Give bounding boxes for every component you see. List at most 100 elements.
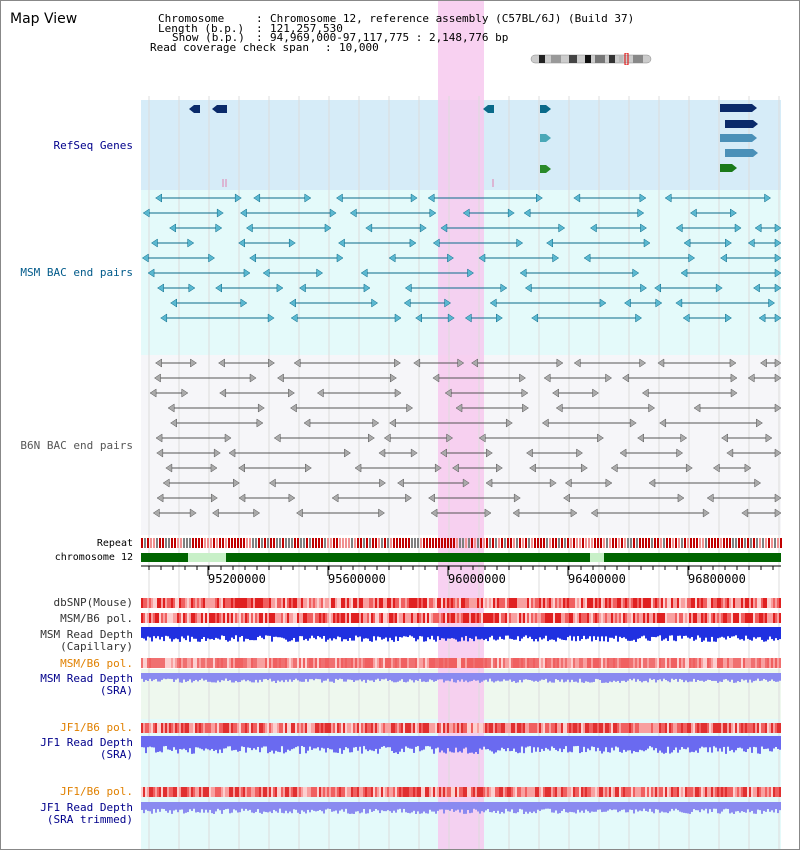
bac-end-right bbox=[224, 433, 232, 443]
polymorphism-cell bbox=[551, 598, 553, 608]
polymorphism-cell bbox=[415, 598, 417, 608]
read-depth-bar bbox=[593, 802, 595, 812]
read-depth-bar bbox=[165, 673, 167, 680]
read-depth-bar bbox=[333, 673, 335, 683]
read-depth-bar bbox=[215, 802, 217, 812]
read-depth-bar bbox=[321, 802, 323, 812]
read-depth-bar bbox=[417, 627, 419, 640]
bac-end-left bbox=[462, 208, 470, 218]
read-depth-bar bbox=[205, 736, 207, 749]
polymorphism-cell bbox=[589, 598, 591, 608]
read-depth-bar bbox=[621, 627, 623, 639]
polymorphism-cell bbox=[429, 787, 431, 797]
polymorphism-cell bbox=[337, 658, 339, 668]
track-label-jf1-depth[interactable]: JF1 Read Depth bbox=[40, 736, 133, 749]
read-depth-bar bbox=[529, 673, 531, 681]
bac-end-right bbox=[405, 493, 412, 503]
read-depth-bar bbox=[679, 736, 681, 750]
polymorphism-cell bbox=[285, 598, 287, 608]
bac-end-left bbox=[529, 463, 536, 473]
polymorphism-cell bbox=[241, 787, 243, 797]
track-label-msm-depth-capillary[interactable]: MSM Read Depth bbox=[40, 628, 133, 641]
polymorphism-cell bbox=[599, 613, 601, 623]
track-label-b6n-bac[interactable]: B6N BAC end pairs bbox=[20, 439, 133, 452]
track-label-msm-depth-sra[interactable]: MSM Read Depth bbox=[40, 672, 133, 685]
polymorphism-cell bbox=[451, 598, 453, 608]
bac-end-right bbox=[181, 388, 189, 398]
polymorphism-cell bbox=[459, 613, 461, 623]
gene-arrowhead bbox=[546, 165, 551, 173]
read-depth-bar bbox=[613, 627, 615, 639]
read-depth-bar bbox=[511, 673, 513, 682]
read-depth-bar bbox=[639, 627, 641, 639]
read-depth-bar bbox=[199, 673, 201, 680]
read-depth-bar bbox=[149, 627, 151, 638]
read-depth-bar bbox=[317, 673, 319, 680]
read-depth-bar bbox=[365, 627, 367, 639]
track-label-dbsnp[interactable]: dbSNP(Mouse) bbox=[53, 596, 133, 609]
read-depth-bar bbox=[487, 673, 489, 682]
polymorphism-cell bbox=[467, 658, 469, 668]
polymorphism-cell bbox=[661, 613, 663, 623]
polymorphism-cell bbox=[297, 723, 299, 733]
read-depth-bar bbox=[381, 736, 383, 747]
repeat-block bbox=[633, 538, 635, 548]
read-depth-bar bbox=[575, 736, 577, 747]
read-depth-bar bbox=[767, 802, 769, 810]
read-depth-bar bbox=[285, 802, 287, 811]
read-depth-bar bbox=[229, 736, 231, 747]
polymorphism-cell bbox=[749, 787, 751, 797]
polymorphism-cell bbox=[697, 613, 699, 623]
track-label-msm-b6-pol[interactable]: MSM/B6 pol. bbox=[60, 612, 133, 625]
polymorphism-cell bbox=[219, 787, 221, 797]
track-label-jf1-b6-pol-2[interactable]: JF1/B6 pol. bbox=[60, 785, 133, 798]
polymorphism-cell bbox=[639, 658, 641, 668]
repeat-block bbox=[720, 538, 722, 548]
polymorphism-cell bbox=[149, 598, 151, 608]
track-label-msm-b6-pol-sra[interactable]: MSM/B6 pol. bbox=[60, 657, 133, 670]
track-label-chromosome[interactable]: chromosome 12 bbox=[54, 552, 133, 563]
polymorphism-cell bbox=[349, 613, 351, 623]
polymorphism-cell bbox=[331, 598, 333, 608]
polymorphism-cell bbox=[371, 658, 373, 668]
read-depth-bar bbox=[171, 736, 173, 751]
polymorphism-cell bbox=[249, 723, 251, 733]
read-depth-bar bbox=[277, 627, 279, 638]
polymorphism-cell bbox=[233, 723, 235, 733]
read-depth-bar bbox=[311, 673, 313, 680]
polymorphism-cell bbox=[345, 658, 347, 668]
read-depth-bar bbox=[391, 673, 393, 682]
polymorphism-cell bbox=[387, 723, 389, 733]
polymorphism-cell bbox=[351, 723, 353, 733]
track-label-repeat[interactable]: Repeat bbox=[96, 538, 133, 549]
read-depth-bar bbox=[727, 673, 729, 681]
track-label-refseq[interactable]: RefSeq Genes bbox=[53, 139, 133, 152]
read-depth-bar bbox=[701, 736, 703, 747]
polymorphism-cell bbox=[349, 723, 351, 733]
read-depth-bar bbox=[321, 627, 323, 639]
read-depth-bar bbox=[589, 736, 591, 751]
read-depth-bar bbox=[321, 736, 323, 748]
polymorphism-cell bbox=[545, 658, 547, 668]
polymorphism-cell bbox=[387, 787, 389, 797]
polymorphism-cell bbox=[189, 598, 191, 608]
read-depth-bar bbox=[697, 802, 699, 811]
selection-highlight[interactable] bbox=[438, 1, 484, 849]
polymorphism-cell bbox=[175, 787, 177, 797]
read-depth-bar bbox=[479, 802, 481, 814]
read-depth-bar bbox=[455, 736, 457, 748]
polymorphism-cell bbox=[663, 723, 665, 733]
chromosome-ideogram[interactable] bbox=[529, 53, 655, 65]
track-label-jf1-depth-trimmed[interactable]: JF1 Read Depth bbox=[40, 801, 133, 814]
read-depth-bar bbox=[623, 802, 625, 810]
polymorphism-cell bbox=[731, 723, 733, 733]
read-depth-bar bbox=[679, 673, 681, 679]
track-label-jf1-b6-pol[interactable]: JF1/B6 pol. bbox=[60, 721, 133, 734]
polymorphism-cell bbox=[245, 658, 247, 668]
polymorphism-cell bbox=[701, 598, 703, 608]
polymorphism-cell bbox=[377, 787, 379, 797]
polymorphism-cell bbox=[573, 787, 575, 797]
polymorphism-cell bbox=[555, 723, 557, 733]
track-label-msm-bac[interactable]: MSM BAC end pairs bbox=[20, 266, 133, 279]
polymorphism-cell bbox=[293, 613, 295, 623]
